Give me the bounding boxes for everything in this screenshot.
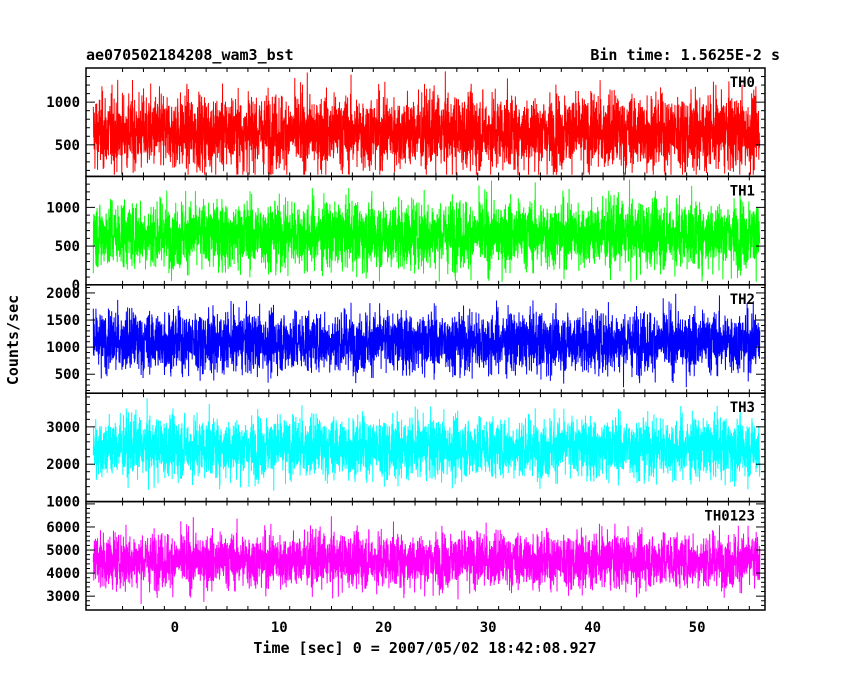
series-th0	[92, 71, 761, 175]
series-th2	[92, 293, 761, 388]
y-tick-label: 1500	[46, 313, 80, 329]
y-tick-label: 1000	[46, 340, 80, 356]
x-axis-label: Time [sec] 0 = 2007/05/02 18:42:08.927	[253, 639, 596, 657]
y-tick-label: 500	[55, 239, 80, 255]
x-tick-label: 50	[689, 620, 706, 636]
series-th3	[92, 398, 761, 491]
y-tick-label: 0	[72, 278, 80, 294]
panel-name-label: TH1	[730, 183, 755, 199]
panel-name-label: TH0123	[704, 509, 755, 525]
y-tick-label: 5000	[46, 543, 80, 559]
y-tick-label: 2000	[46, 457, 80, 473]
panel-th1: 0 500 1000 TH1	[46, 175, 766, 294]
y-tick-label: 6000	[46, 520, 80, 536]
panel-name-label: TH2	[730, 292, 755, 308]
y-tick-label: 500	[55, 138, 80, 154]
panel-th0: 500 1000 TH0	[46, 67, 766, 178]
panel-name-label: TH3	[730, 400, 755, 416]
y-tick-label: 3000	[46, 420, 80, 436]
panel-th2: 500 1000 1500 2000 TH2	[46, 284, 766, 394]
y-tick-label: 2000	[46, 286, 80, 302]
y-tick-label: 500	[55, 367, 80, 383]
x-tick-label: 20	[375, 620, 392, 636]
panel-th3: 1000 2000 3000 TH3	[46, 392, 766, 511]
x-tick-label: 30	[480, 620, 497, 636]
y-tick-label: 4000	[46, 566, 80, 582]
y-axis-label: Counts/sec	[4, 295, 22, 385]
y-tick-label: 1000	[46, 495, 80, 511]
chart-title-right: Bin time: 1.5625E-2 s	[590, 46, 780, 64]
y-tick-label: 3000	[46, 589, 80, 605]
panel-name-label: TH0	[730, 75, 755, 91]
panel-th0123: 3000 4000 5000 6000 TH0123	[46, 500, 766, 611]
x-tick-label: 0	[171, 620, 179, 636]
panel-frame	[85, 500, 766, 611]
chart-title-left: ae070502184208_wam3_bst	[86, 46, 294, 64]
y-tick-label: 1000	[46, 95, 80, 111]
panels-group: 500 1000 TH0 0 500 1000 TH1 500 1000 1500 2000 TH2 1…	[46, 67, 766, 611]
x-tick-label: 40	[584, 620, 601, 636]
series-th0123	[92, 516, 761, 604]
x-tick-label: 10	[271, 620, 288, 636]
series-th1	[92, 179, 761, 282]
y-tick-label: 1000	[46, 200, 80, 216]
x-axis: 0 10 20 30 40 50	[171, 620, 706, 636]
